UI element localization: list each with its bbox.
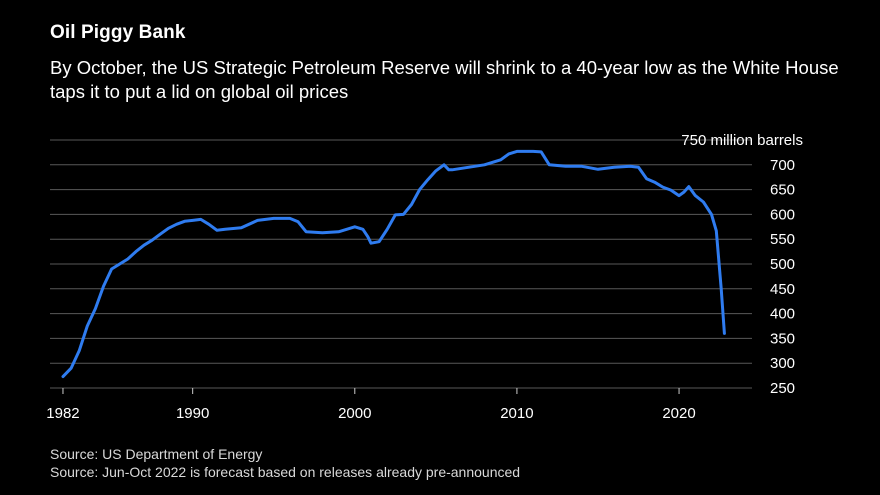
series-layer [61, 149, 726, 379]
y-tick-label: 650 [770, 182, 795, 199]
forecast-note: Source: Jun-Oct 2022 is forecast based o… [50, 464, 521, 480]
y-tick-label: 500 [770, 256, 795, 273]
y-tick-label: 350 [770, 330, 795, 347]
chart-subtitle: By October, the US Strategic Petroleum R… [50, 57, 839, 102]
y-tick-label: 300 [770, 355, 795, 372]
x-tick-label: 2000 [338, 405, 371, 422]
x-tick-label: 2020 [662, 405, 695, 422]
x-tick-label: 2010 [500, 405, 533, 422]
y-tick-label: 250 [770, 380, 795, 397]
y-tick-label: 550 [770, 231, 795, 248]
y-tick-label: 700 [770, 157, 795, 174]
source-note: Source: US Department of Energy [50, 446, 263, 462]
line-chart: 250 300 350 400 450 500 550 600 650 700 750 millio… [46, 132, 803, 422]
y-tick-label: 750 million barrels [681, 132, 803, 149]
x-tick-label: 1990 [176, 405, 209, 422]
x-tick-label: 1982 [46, 405, 79, 422]
x-axis-ticks: 1982 1990 2000 2010 2020 [46, 388, 696, 422]
y-tick-label: 400 [770, 306, 795, 323]
series-line-spr-inventory [61, 149, 726, 379]
chart-title: Oil Piggy Bank [50, 22, 186, 43]
y-tick-label: 450 [770, 281, 795, 298]
y-tick-label: 600 [770, 206, 795, 223]
y-axis-ticks: 250 300 350 400 450 500 550 600 650 700 750 millio… [681, 132, 803, 397]
